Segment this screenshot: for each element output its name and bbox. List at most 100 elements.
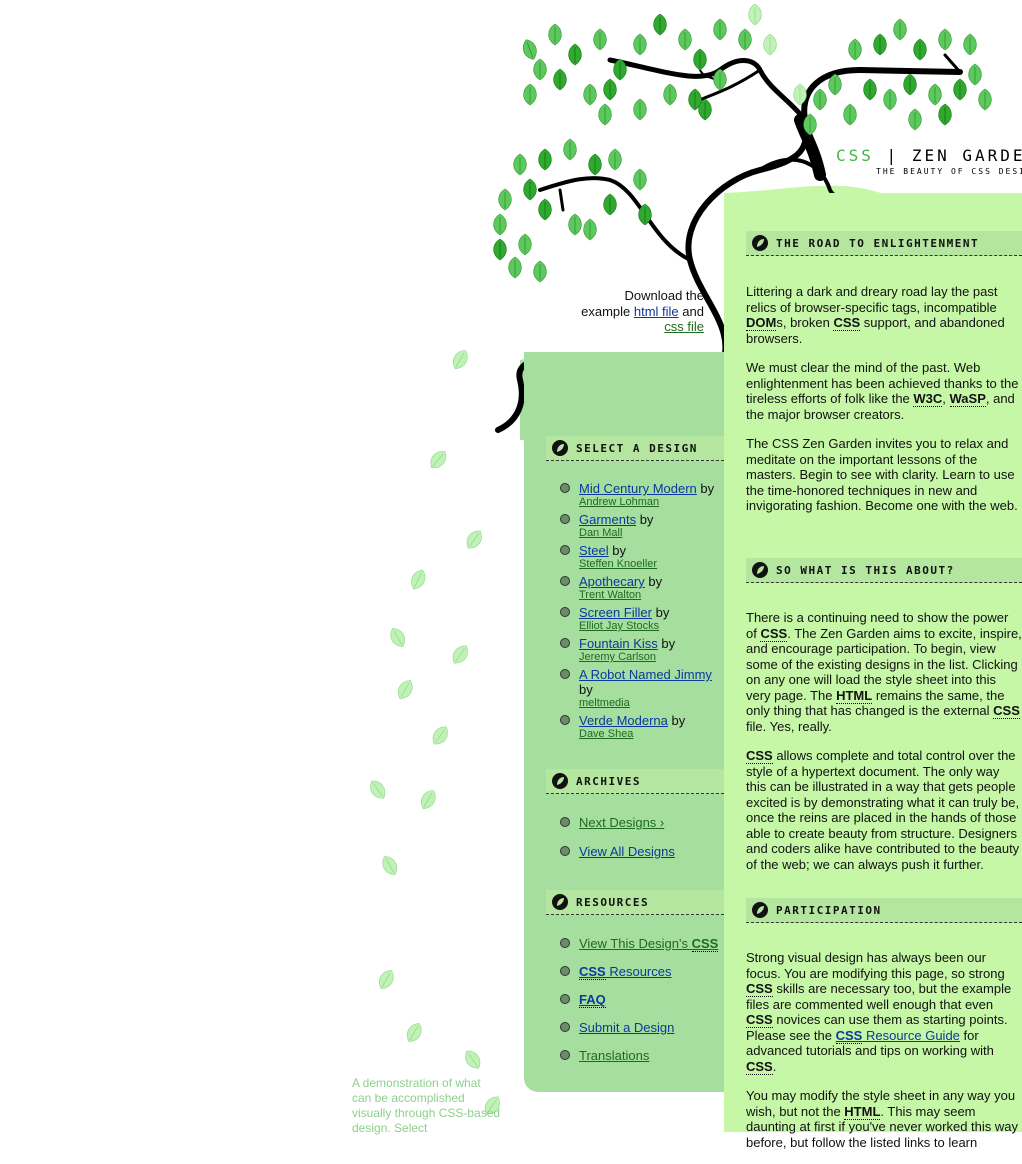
site-subtitle: THE BEAUTY OF CSS DESIGN: [876, 167, 1022, 176]
section-heading: Participation: [746, 898, 1022, 923]
design-item: Verde Moderna by Dave Shea: [546, 713, 724, 741]
design-link[interactable]: A Robot Named Jimmy: [579, 667, 712, 682]
view-design-css-link[interactable]: View This Design's CSS: [579, 936, 719, 952]
design-item: Mid Century Modern by Andrew Lohman: [546, 481, 724, 509]
section-participation: Participation Strong visual design has a…: [746, 898, 1022, 1164]
leaf-icon: [552, 894, 568, 910]
design-link[interactable]: Garments: [579, 512, 637, 527]
design-link[interactable]: Steel: [579, 543, 609, 558]
design-link[interactable]: Screen Filler: [579, 605, 652, 620]
resources-list: View This Design's CSS CSS Resources FAQ…: [546, 936, 724, 1063]
abbr-css: CSS: [746, 1012, 773, 1028]
bullet-icon: [560, 938, 570, 948]
view-all-designs-link[interactable]: View All Designs: [579, 844, 675, 859]
author-link[interactable]: Elliot Jay Stocks: [579, 620, 660, 632]
design-link[interactable]: Verde Moderna: [579, 713, 668, 728]
link-text: Resources: [605, 964, 672, 979]
author-link[interactable]: Steffen Knoeller: [579, 558, 658, 570]
download-and: and: [682, 303, 704, 319]
by-text: by: [639, 512, 654, 527]
leaf-icon: [552, 440, 568, 456]
author-link[interactable]: Andrew Lohman: [579, 496, 660, 508]
resources-block: Resources View This Design's CSS CSS Res…: [546, 890, 724, 1063]
abbr-css: CSS: [833, 315, 861, 331]
text: There is a continuing need to show the p…: [746, 610, 1009, 641]
author-link[interactable]: Trent Walton: [579, 589, 642, 601]
leaf-icon: [752, 235, 768, 251]
by-text: by: [612, 543, 626, 558]
paragraph: You may modify the style sheet in any wa…: [746, 1088, 1022, 1150]
bullet-icon: [560, 1022, 570, 1032]
site-title: CSS | ZEN GARDEN THE BEAUTY OF CSS DESIG…: [836, 146, 1022, 176]
link-text: View This Design's: [579, 936, 692, 951]
html-file-link[interactable]: html file: [633, 303, 679, 319]
list-item: View All Designs: [546, 844, 724, 859]
section-road-to-enlightenment: The Road to Enlightenment Littering a da…: [746, 231, 1022, 528]
text: . The Zen Garden aims to excite, inspire…: [746, 625, 1022, 703]
design-item: Garments by Dan Mall: [546, 512, 724, 540]
design-item: Screen Filler by Elliot Jay Stocks: [546, 605, 724, 633]
design-link[interactable]: Fountain Kiss: [579, 636, 658, 651]
sidebar: Select a Design Mid Century Modern by And…: [524, 352, 724, 1092]
text: s, broken: [776, 315, 834, 330]
leaf-icon: [752, 562, 768, 578]
text: remains the same, the only thing that ha…: [746, 687, 1005, 719]
by-text: by: [648, 574, 663, 589]
select-design-block: Select a Design Mid Century Modern by And…: [546, 436, 724, 744]
list-item: View This Design's CSS: [546, 936, 724, 952]
faq-link[interactable]: FAQ: [579, 992, 606, 1008]
sidebar-heading: Select a Design: [546, 436, 724, 461]
text: skills are necessary too, but the exampl…: [746, 981, 1012, 1012]
download-text-2: example: [581, 303, 631, 319]
text: for advanced tutorials and tips on worki…: [746, 1027, 994, 1059]
paragraph: Littering a dark and dreary road lay the…: [746, 284, 1022, 346]
bullet-icon: [560, 576, 570, 586]
text: support, and abandoned browsers.: [746, 315, 1005, 346]
footer-text: A demonstration of what can be accomplis…: [352, 1076, 501, 1135]
bullet-icon: [560, 607, 570, 617]
abbr-dom: DOM: [746, 315, 777, 331]
bullet-icon: [560, 966, 570, 976]
logo-zen-garden: ZEN GARDEN: [911, 146, 1022, 165]
logo-css: CSS: [836, 146, 874, 165]
by-text: by: [579, 682, 593, 697]
css-resource-guide-link[interactable]: CSS Resource Guide: [835, 1027, 960, 1044]
abbr-html: HTML: [844, 1103, 881, 1120]
paragraph: The CSS Zen Garden invites you to relax …: [746, 436, 1018, 513]
bullet-icon: [560, 715, 570, 725]
submit-design-link[interactable]: Submit a Design: [579, 1020, 675, 1035]
logo-separator: |: [886, 146, 900, 165]
design-link[interactable]: Mid Century Modern: [579, 481, 697, 496]
link-text: Resource Guide: [862, 1027, 960, 1043]
download-block: Download the example html file and css f…: [560, 288, 704, 335]
abbr-css: CSS: [746, 1058, 773, 1075]
author-link[interactable]: Dave Shea: [579, 728, 634, 740]
text: , and the major browser creators.: [746, 391, 1015, 422]
text: novices can use them as starting points.…: [746, 1012, 1008, 1043]
next-designs-link[interactable]: Next Designs ›: [579, 815, 665, 830]
list-item: Translations: [546, 1048, 724, 1063]
paragraph: CSS allows complete and total control ov…: [746, 748, 1022, 872]
design-link[interactable]: Apothecary: [579, 574, 645, 589]
translations-link[interactable]: Translations: [579, 1048, 650, 1063]
archives-list: Next Designs › View All Designs: [546, 815, 724, 859]
section-heading: So What is This About?: [746, 558, 1022, 583]
design-item: A Robot Named Jimmy by meltmedia: [546, 667, 724, 710]
author-link[interactable]: Dan Mall: [579, 527, 623, 539]
text: Littering a dark and dreary road lay the…: [746, 284, 998, 315]
author-link[interactable]: meltmedia: [579, 697, 630, 709]
abbr-css: CSS: [835, 1027, 863, 1044]
sidebar-heading-text: Select a Design: [576, 441, 698, 455]
text: .: [772, 1058, 777, 1074]
bullet-icon: [560, 514, 570, 524]
sidebar-heading-text: Resources: [576, 895, 650, 909]
css-resources-link[interactable]: CSS Resources: [579, 964, 671, 980]
list-item: Submit a Design: [546, 1020, 724, 1035]
author-link[interactable]: Jeremy Carlson: [579, 651, 657, 663]
design-item: Fountain Kiss by Jeremy Carlson: [546, 636, 724, 664]
css-file-link[interactable]: css file: [664, 319, 704, 334]
text: allows complete and total control over t…: [746, 748, 1020, 872]
text: We must clear the mind of the past. Web …: [746, 360, 1019, 406]
abbr-css: CSS: [579, 964, 606, 980]
bullet-icon: [560, 483, 570, 493]
